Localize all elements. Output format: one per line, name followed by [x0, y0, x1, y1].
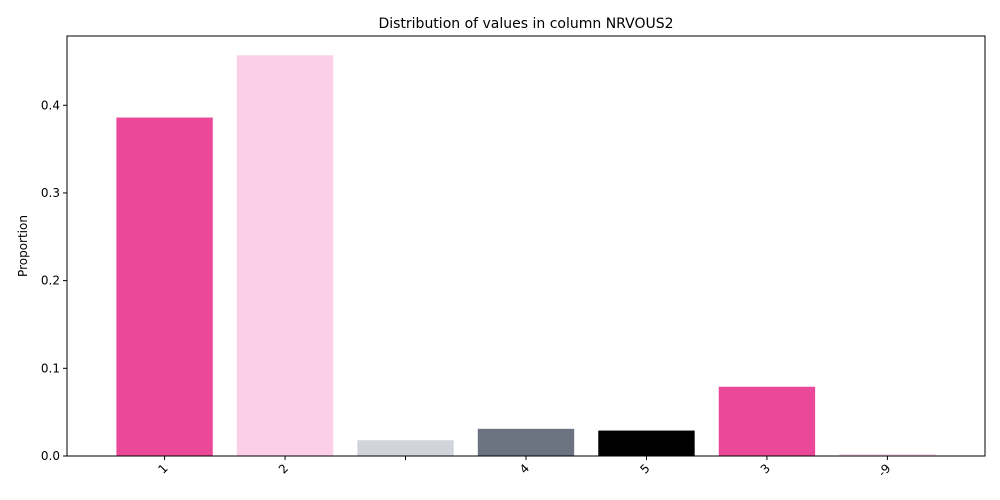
bar-2: [236, 55, 334, 456]
bar-1: [116, 117, 213, 456]
y-tick-label: 0.4: [41, 98, 60, 112]
y-axis-label: Proportion: [16, 215, 30, 277]
x-axis-ticks: 1 2 4 5 3 -9: [155, 456, 894, 480]
y-tick-label: 0.1: [41, 361, 60, 375]
x-tick-label: 3: [758, 461, 773, 476]
y-tick-label: 0.0: [41, 449, 60, 463]
x-tick-label: 2: [276, 461, 291, 476]
x-tick-label: 1: [155, 461, 170, 476]
x-tick-label: 5: [637, 461, 652, 476]
y-axis-ticks: 0.0 0.1 0.2 0.3 0.4: [41, 98, 67, 463]
plot-frame: [66, 35, 986, 457]
bar--9: [839, 454, 936, 456]
x-tick-label: -9: [875, 461, 893, 479]
bar-3: [718, 386, 816, 456]
chart-title: Distribution of values in column NRVOUS2: [378, 16, 673, 32]
bar-4: [477, 428, 575, 456]
x-tick-label: 4: [517, 461, 532, 476]
y-tick-label: 0.3: [41, 186, 60, 200]
bars-group: [116, 55, 936, 456]
bar-blank: [357, 440, 454, 456]
bar-5: [598, 430, 695, 456]
y-tick-label: 0.2: [41, 274, 60, 288]
